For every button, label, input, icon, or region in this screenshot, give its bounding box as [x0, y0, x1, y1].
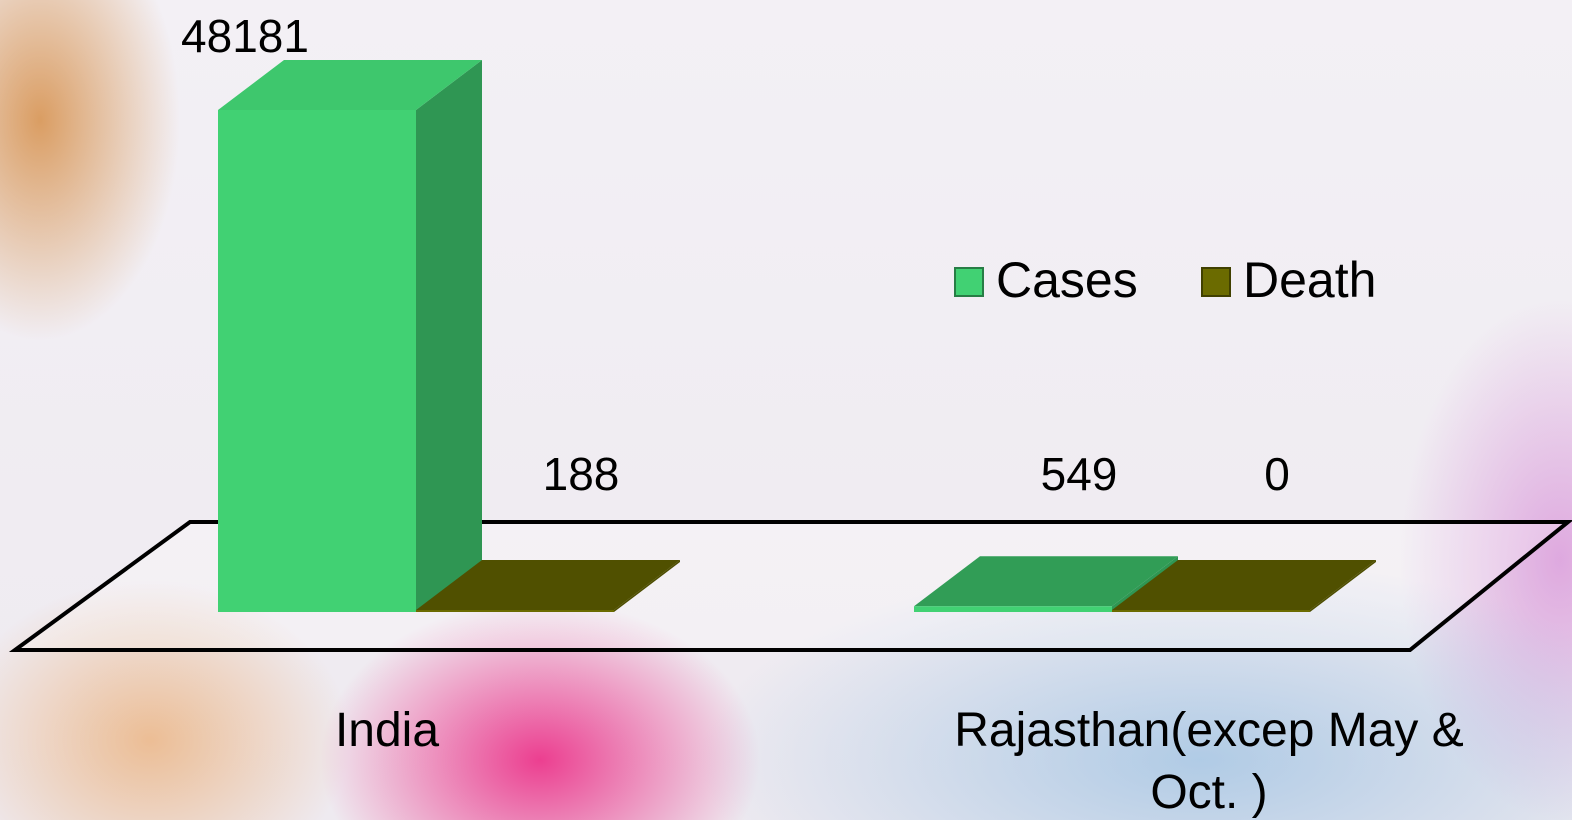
- bar-top: [914, 556, 1178, 607]
- data-label: 48181: [181, 10, 309, 62]
- bar-front: [1112, 610, 1310, 612]
- bar: [218, 60, 482, 612]
- bar-top: [416, 560, 680, 610]
- bar-front: [914, 606, 1112, 612]
- bar-side: [416, 60, 482, 612]
- bar: [416, 560, 680, 612]
- data-label: 549: [1041, 448, 1118, 500]
- bar-front: [218, 110, 416, 612]
- bar-top: [218, 60, 482, 110]
- data-label: 188: [543, 448, 620, 500]
- data-label: 0: [1264, 448, 1290, 500]
- bar-top: [1112, 560, 1376, 610]
- legend-swatch: [1201, 267, 1231, 297]
- bar-side: [1310, 560, 1376, 612]
- x-tick-label: India: [334, 704, 440, 757]
- legend-swatch: [954, 267, 984, 297]
- bar-side: [614, 560, 680, 612]
- x-tick-label: Rajasthan(excep May & Oct. ): [954, 704, 1464, 819]
- bar-front: [416, 610, 614, 612]
- legend-label: Death: [1243, 252, 1376, 308]
- legend-label: Cases: [996, 252, 1138, 308]
- bar: [1112, 560, 1376, 612]
